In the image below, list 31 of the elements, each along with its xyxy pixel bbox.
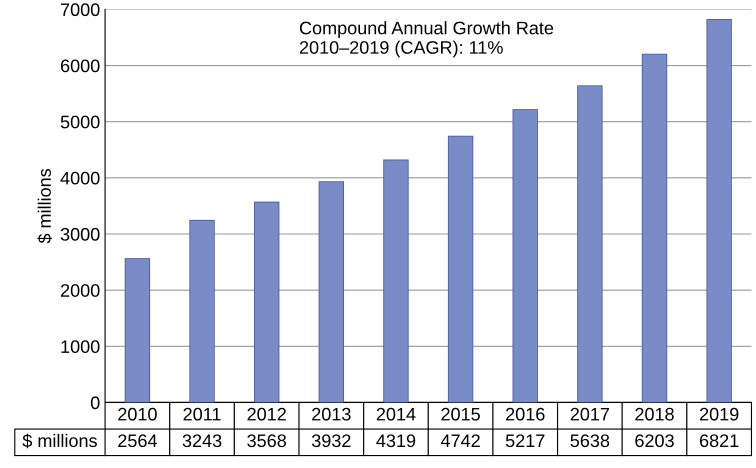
data-label: 5217: [506, 434, 544, 448]
data-label: 4319: [376, 434, 416, 448]
y-tick-label: 5000: [60, 116, 100, 128]
x-tick-label: 2010: [118, 408, 157, 421]
y-axis-title: $ millions: [22, 434, 97, 448]
y-tick-label: 0: [90, 396, 100, 410]
data-label: 6203: [635, 434, 674, 448]
x-tick-label: 2013: [312, 408, 351, 421]
x-tick-label: 2019: [700, 408, 738, 421]
annotation: Compound Annual Growth Rate 2010–2019 (CAGR): 11%: [300, 21, 554, 58]
data-label: 3243: [182, 434, 222, 448]
data-label: 5638: [570, 434, 610, 448]
data-label: 2564: [118, 434, 157, 448]
data-label: 4742: [440, 434, 480, 447]
x-tick-label: 2011: [184, 408, 221, 421]
y-tick-label: 3000: [60, 228, 100, 241]
x-tick-label: 2015: [441, 408, 480, 421]
y-tick-label: 6000: [60, 59, 100, 72]
x-tick-label: 2018: [635, 408, 674, 421]
data-label: 3568: [247, 434, 286, 448]
data-label: 3932: [312, 434, 350, 448]
text: $ millions: [37, 168, 52, 244]
x-tick-label: 2017: [570, 408, 610, 421]
y-tick-label: 4000: [60, 172, 100, 185]
y-tick-label: 2000: [60, 284, 100, 297]
y-tick-label: 1000: [61, 340, 100, 354]
x-tick-label: 2012: [248, 408, 286, 421]
x-tick-label: 2014: [376, 408, 416, 421]
data-label: 6821: [700, 434, 738, 448]
x-tick-label: 2016: [506, 408, 545, 421]
y-tick-label: 7000: [60, 3, 100, 16]
